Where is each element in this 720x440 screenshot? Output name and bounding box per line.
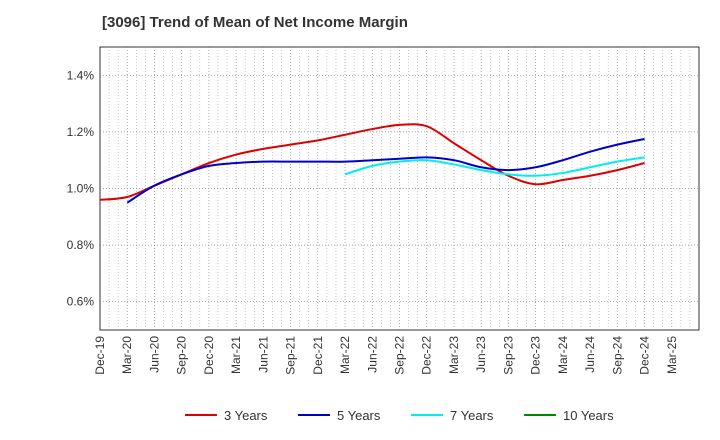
legend-label-10-years: 10 Years xyxy=(563,408,614,423)
x-tick-label: Dec-22 xyxy=(420,336,434,375)
x-tick-label: Sep-22 xyxy=(393,336,407,375)
x-tick-label: Dec-24 xyxy=(638,336,652,375)
x-tick-label: Jun-21 xyxy=(256,336,270,373)
x-tick-label: Mar-21 xyxy=(229,336,243,374)
chart-title: [3096] Trend of Mean of Net Income Margi… xyxy=(102,14,408,31)
x-tick-label: Dec-19 xyxy=(93,336,107,375)
x-tick-label: Sep-21 xyxy=(284,336,298,375)
x-tick-label: Sep-20 xyxy=(175,336,189,375)
series-lines xyxy=(99,123,645,204)
y-tick-label: 1.2% xyxy=(67,125,95,139)
x-tick-label: Sep-24 xyxy=(610,336,624,375)
x-tick-label: Mar-24 xyxy=(556,336,570,374)
x-tick-label: Mar-25 xyxy=(665,336,679,374)
x-tick-label: Dec-23 xyxy=(529,336,543,375)
x-tick-label: Sep-23 xyxy=(501,336,515,375)
series-line-5-years xyxy=(126,137,645,204)
x-tick-label: Mar-20 xyxy=(120,336,134,374)
legend-label-3-years: 3 Years xyxy=(224,408,268,423)
x-tick-label: Jun-23 xyxy=(474,336,488,373)
legend-label-7-years: 7 Years xyxy=(450,408,494,423)
x-tick-label: Dec-20 xyxy=(202,336,216,375)
x-tick-label: Jun-22 xyxy=(365,336,379,373)
x-tick-label: Dec-21 xyxy=(311,336,325,375)
x-tick-label: Mar-23 xyxy=(447,336,461,374)
x-tick-label: Jun-24 xyxy=(583,336,597,373)
y-tick-label: 0.6% xyxy=(67,295,95,309)
y-axis-ticks: 0.6% 0.8% 1.0% 1.2% 1.4% xyxy=(67,68,95,308)
y-tick-label: 0.8% xyxy=(67,238,95,252)
series-line-7-years xyxy=(344,156,645,177)
x-tick-label: Jun-20 xyxy=(147,336,161,373)
legend-label-5-years: 5 Years xyxy=(337,408,381,423)
legend: 3 Years 5 Years 7 Years 10 Years xyxy=(185,408,614,423)
y-tick-label: 1.4% xyxy=(67,68,95,82)
grid-lines xyxy=(100,47,699,330)
y-tick-label: 1.0% xyxy=(67,182,95,196)
x-axis-ticks: Dec-19 Mar-20 Jun-20 Sep-20 Dec-20 Mar-21 Jun-… xyxy=(93,336,679,375)
x-tick-label: Mar-22 xyxy=(338,336,352,374)
